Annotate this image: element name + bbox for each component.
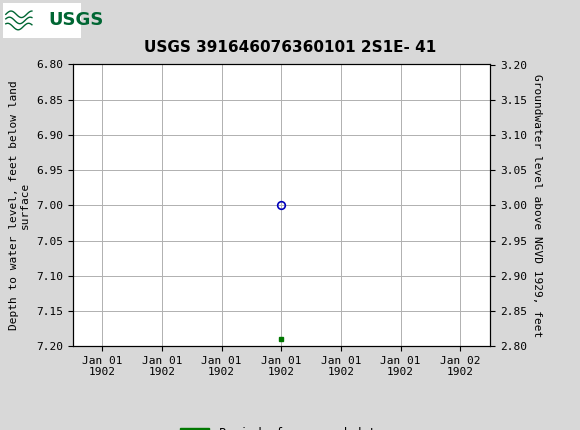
Legend: Period of approved data: Period of approved data <box>175 422 387 430</box>
Text: USGS 391646076360101 2S1E- 41: USGS 391646076360101 2S1E- 41 <box>144 40 436 55</box>
Y-axis label: Depth to water level, feet below land
surface: Depth to water level, feet below land su… <box>9 80 30 330</box>
Text: USGS: USGS <box>48 12 103 29</box>
Y-axis label: Groundwater level above NGVD 1929, feet: Groundwater level above NGVD 1929, feet <box>532 74 542 337</box>
